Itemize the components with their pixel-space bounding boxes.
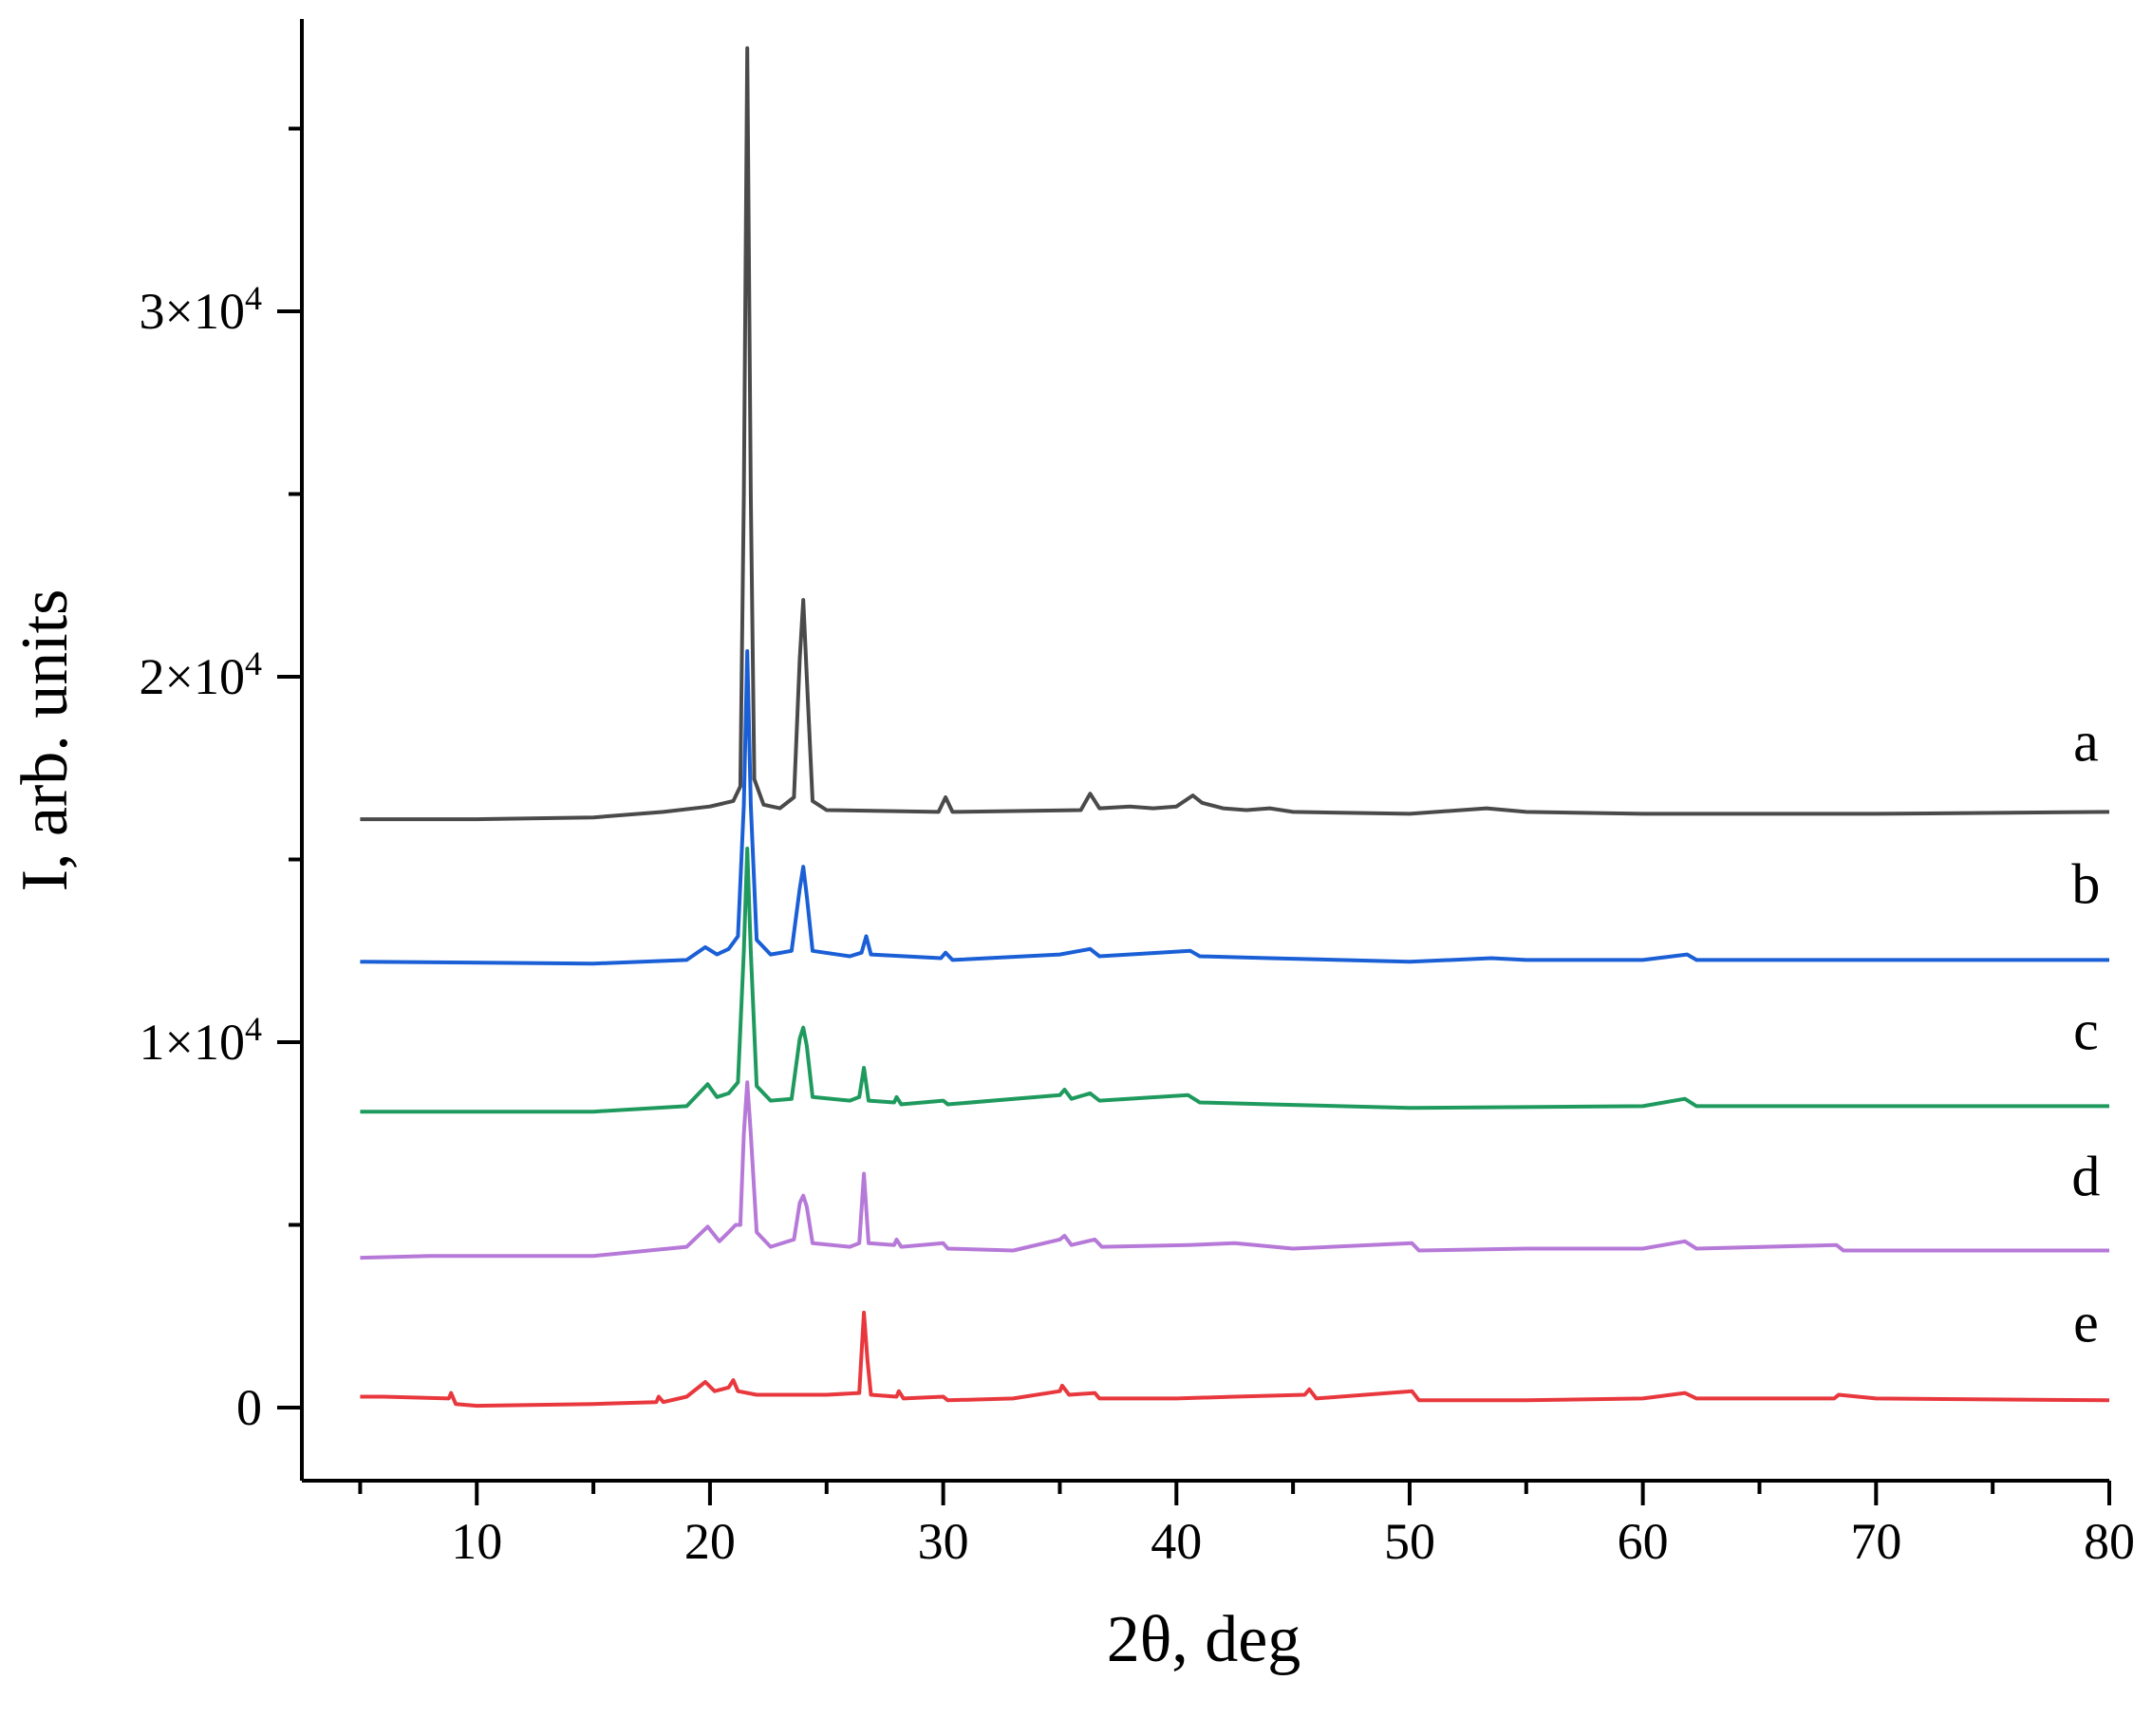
axes-layer: 10 20 30 40 50 60 70 80 0 1×104 2×104 3×104 [140, 19, 2135, 1570]
series-line-e [360, 1310, 2110, 1409]
y-axis-title: I, arb. units [9, 589, 82, 892]
x-tick-label: 70 [1850, 1513, 1901, 1570]
x-tick-label: 10 [451, 1513, 502, 1570]
x-axis-title: 2θ, deg [1107, 1603, 1301, 1676]
series-label-e: e [2073, 1292, 2099, 1354]
x-tick-label: 60 [1618, 1513, 1669, 1570]
x-tick-label: 40 [1151, 1513, 1202, 1570]
y-tick-label: 1×104 [140, 1010, 262, 1071]
series-label-a: a [2073, 711, 2099, 774]
series-line-c [360, 847, 2109, 1114]
x-tick-label: 30 [918, 1513, 969, 1570]
x-axis-ticks: 10 20 30 40 50 60 70 80 [358, 1481, 2135, 1570]
series-line-b [360, 649, 2109, 966]
x-tick-label: 50 [1384, 1513, 1435, 1570]
y-tick-label: 2×104 [140, 644, 262, 705]
series-labels: a b c d e [2071, 711, 2100, 1354]
series-label-c: c [2073, 999, 2099, 1062]
y-axis-ticks: 0 1×104 2×104 3×104 [140, 126, 302, 1436]
series-layer [360, 46, 2110, 1409]
x-tick-label: 80 [2084, 1513, 2135, 1570]
series-line-a [360, 46, 2110, 822]
series-line-d [360, 1080, 2109, 1260]
y-tick-label: 3×104 [140, 279, 262, 340]
y-tick-label: 0 [236, 1379, 262, 1436]
x-tick-label: 20 [684, 1513, 736, 1570]
series-label-d: d [2071, 1146, 2100, 1208]
series-label-b: b [2071, 853, 2100, 916]
